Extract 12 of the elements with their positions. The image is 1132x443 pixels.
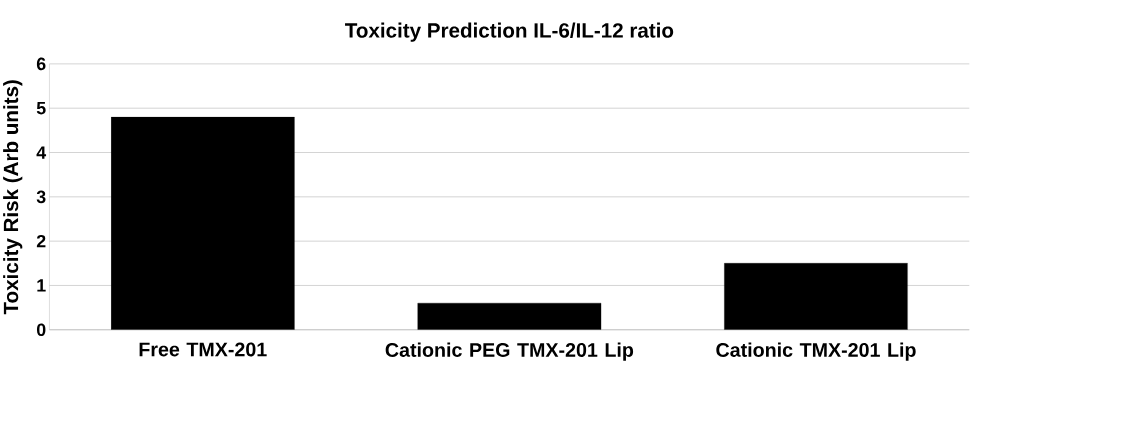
y-tick-label: 4 [36,146,47,159]
y-tick-label: 0 [36,323,46,336]
x-tick-label: Cationic PEG TMX-201 Lip [385,342,634,361]
x-tick-label: Cationic TMX-201 Lip [716,342,916,361]
y-tick-label: 1 [37,279,46,292]
x-tick-label: Free TMX-201 [139,342,267,357]
y-tick-label: 5 [36,101,46,115]
y-tick-label: 3 [36,190,46,203]
y-axis-title: Toxicity Risk (Arb units) [3,79,23,315]
chart-title: Toxicity Prediction IL-6/IL-12 ratio [345,22,674,42]
y-tick-label: 6 [36,57,46,70]
y-tick-label: 2 [36,234,46,248]
